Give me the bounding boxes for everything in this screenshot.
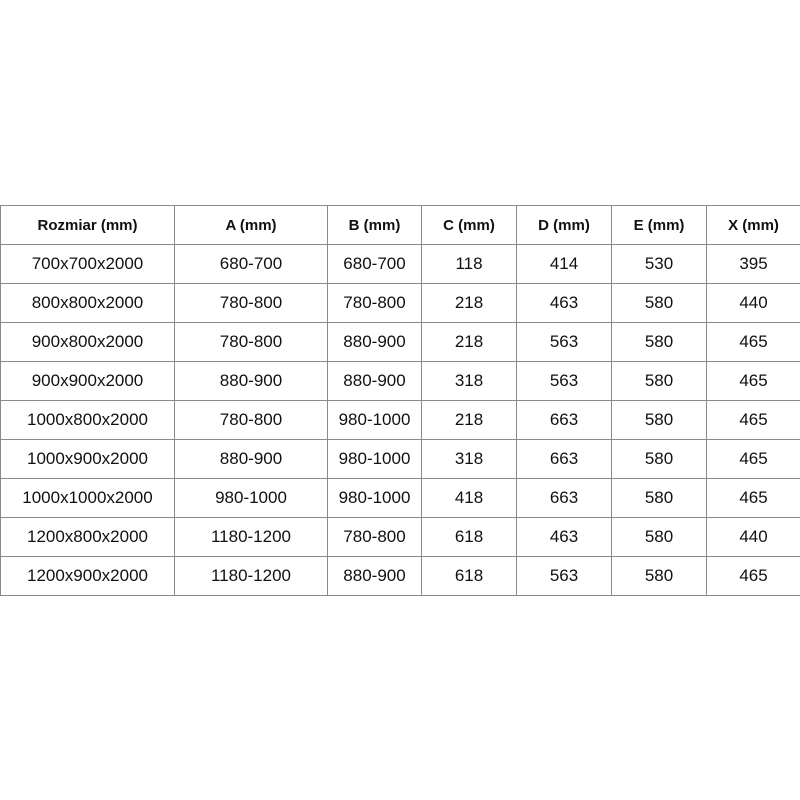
table-row: 800x800x2000 780-800 780-800 218 463 580 440: [0, 283, 800, 323]
header-row: Rozmiar (mm) A (mm) B (mm) C (mm) D (mm) E (m…: [0, 205, 800, 245]
table-cell: 465: [706, 361, 800, 401]
table-row: 1200x900x2000 1180-1200 880-900 618 563 580 46…: [0, 556, 800, 596]
table-cell: 440: [706, 283, 800, 323]
dimensions-table: Rozmiar (mm) A (mm) B (mm) C (mm) D (mm) E (m…: [0, 205, 800, 596]
table-cell: 700x700x2000: [0, 244, 175, 284]
table-cell: 1000x1000x2000: [0, 478, 175, 518]
table-row: 1000x800x2000 780-800 980-1000 218 663 580 465: [0, 400, 800, 440]
table-cell: 1000x900x2000: [0, 439, 175, 479]
table-cell: 580: [611, 556, 707, 596]
table-cell: 463: [516, 283, 612, 323]
table-cell: 680-700: [327, 244, 422, 284]
table-cell: 580: [611, 283, 707, 323]
table-cell: 563: [516, 556, 612, 596]
table-cell: 1200x800x2000: [0, 517, 175, 557]
table-cell: 880-900: [327, 322, 422, 362]
table-cell: 465: [706, 322, 800, 362]
column-header: C (mm): [421, 205, 517, 245]
table-cell: 465: [706, 556, 800, 596]
table-cell: 580: [611, 322, 707, 362]
table-cell: 563: [516, 361, 612, 401]
table-cell: 218: [421, 283, 517, 323]
table-cell: 980-1000: [327, 478, 422, 518]
table-cell: 395: [706, 244, 800, 284]
table-cell: 580: [611, 478, 707, 518]
table-cell: 1180-1200: [174, 556, 328, 596]
table-cell: 780-800: [327, 517, 422, 557]
table-row: 1000x900x2000 880-900 980-1000 318 663 580 465: [0, 439, 800, 479]
table-cell: 318: [421, 361, 517, 401]
table-cell: 418: [421, 478, 517, 518]
table-row: 1000x1000x2000 980-1000 980-1000 418 663 580 4…: [0, 478, 800, 518]
table-cell: 318: [421, 439, 517, 479]
table-cell: 980-1000: [174, 478, 328, 518]
table-cell: 663: [516, 400, 612, 440]
table-cell: 680-700: [174, 244, 328, 284]
table-cell: 780-800: [174, 283, 328, 323]
table-cell: 1180-1200: [174, 517, 328, 557]
table-cell: 465: [706, 478, 800, 518]
table-cell: 218: [421, 400, 517, 440]
table-cell: 440: [706, 517, 800, 557]
table-cell: 780-800: [174, 400, 328, 440]
table-cell: 663: [516, 439, 612, 479]
table-cell: 880-900: [327, 361, 422, 401]
column-header: E (mm): [611, 205, 707, 245]
table-cell: 580: [611, 439, 707, 479]
table-cell: 800x800x2000: [0, 283, 175, 323]
table-cell: 465: [706, 400, 800, 440]
table-cell: 900x800x2000: [0, 322, 175, 362]
table-cell: 618: [421, 517, 517, 557]
table-cell: 880-900: [174, 439, 328, 479]
table-cell: 880-900: [327, 556, 422, 596]
column-header: Rozmiar (mm): [0, 205, 175, 245]
table-cell: 218: [421, 322, 517, 362]
table-row: 900x900x2000 880-900 880-900 318 563 580 465: [0, 361, 800, 401]
table-cell: 414: [516, 244, 612, 284]
column-header: D (mm): [516, 205, 612, 245]
table-cell: 580: [611, 361, 707, 401]
table-row: 900x800x2000 780-800 880-900 218 563 580 465: [0, 322, 800, 362]
table-cell: 900x900x2000: [0, 361, 175, 401]
table-cell: 580: [611, 400, 707, 440]
table-cell: 530: [611, 244, 707, 284]
column-header: A (mm): [174, 205, 328, 245]
table-cell: 463: [516, 517, 612, 557]
table-cell: 618: [421, 556, 517, 596]
column-header: X (mm): [706, 205, 800, 245]
table-cell: 663: [516, 478, 612, 518]
table-cell: 1000x800x2000: [0, 400, 175, 440]
table-cell: 980-1000: [327, 439, 422, 479]
table-cell: 580: [611, 517, 707, 557]
table-cell: 118: [421, 244, 517, 284]
table-cell: 980-1000: [327, 400, 422, 440]
table-cell: 465: [706, 439, 800, 479]
table-cell: 1200x900x2000: [0, 556, 175, 596]
table-row: 1200x800x2000 1180-1200 780-800 618 463 580 44…: [0, 517, 800, 557]
table-cell: 880-900: [174, 361, 328, 401]
table-row: 700x700x2000 680-700 680-700 118 414 530 395: [0, 244, 800, 284]
table-cell: 563: [516, 322, 612, 362]
table-cell: 780-800: [327, 283, 422, 323]
column-header: B (mm): [327, 205, 422, 245]
table-cell: 780-800: [174, 322, 328, 362]
